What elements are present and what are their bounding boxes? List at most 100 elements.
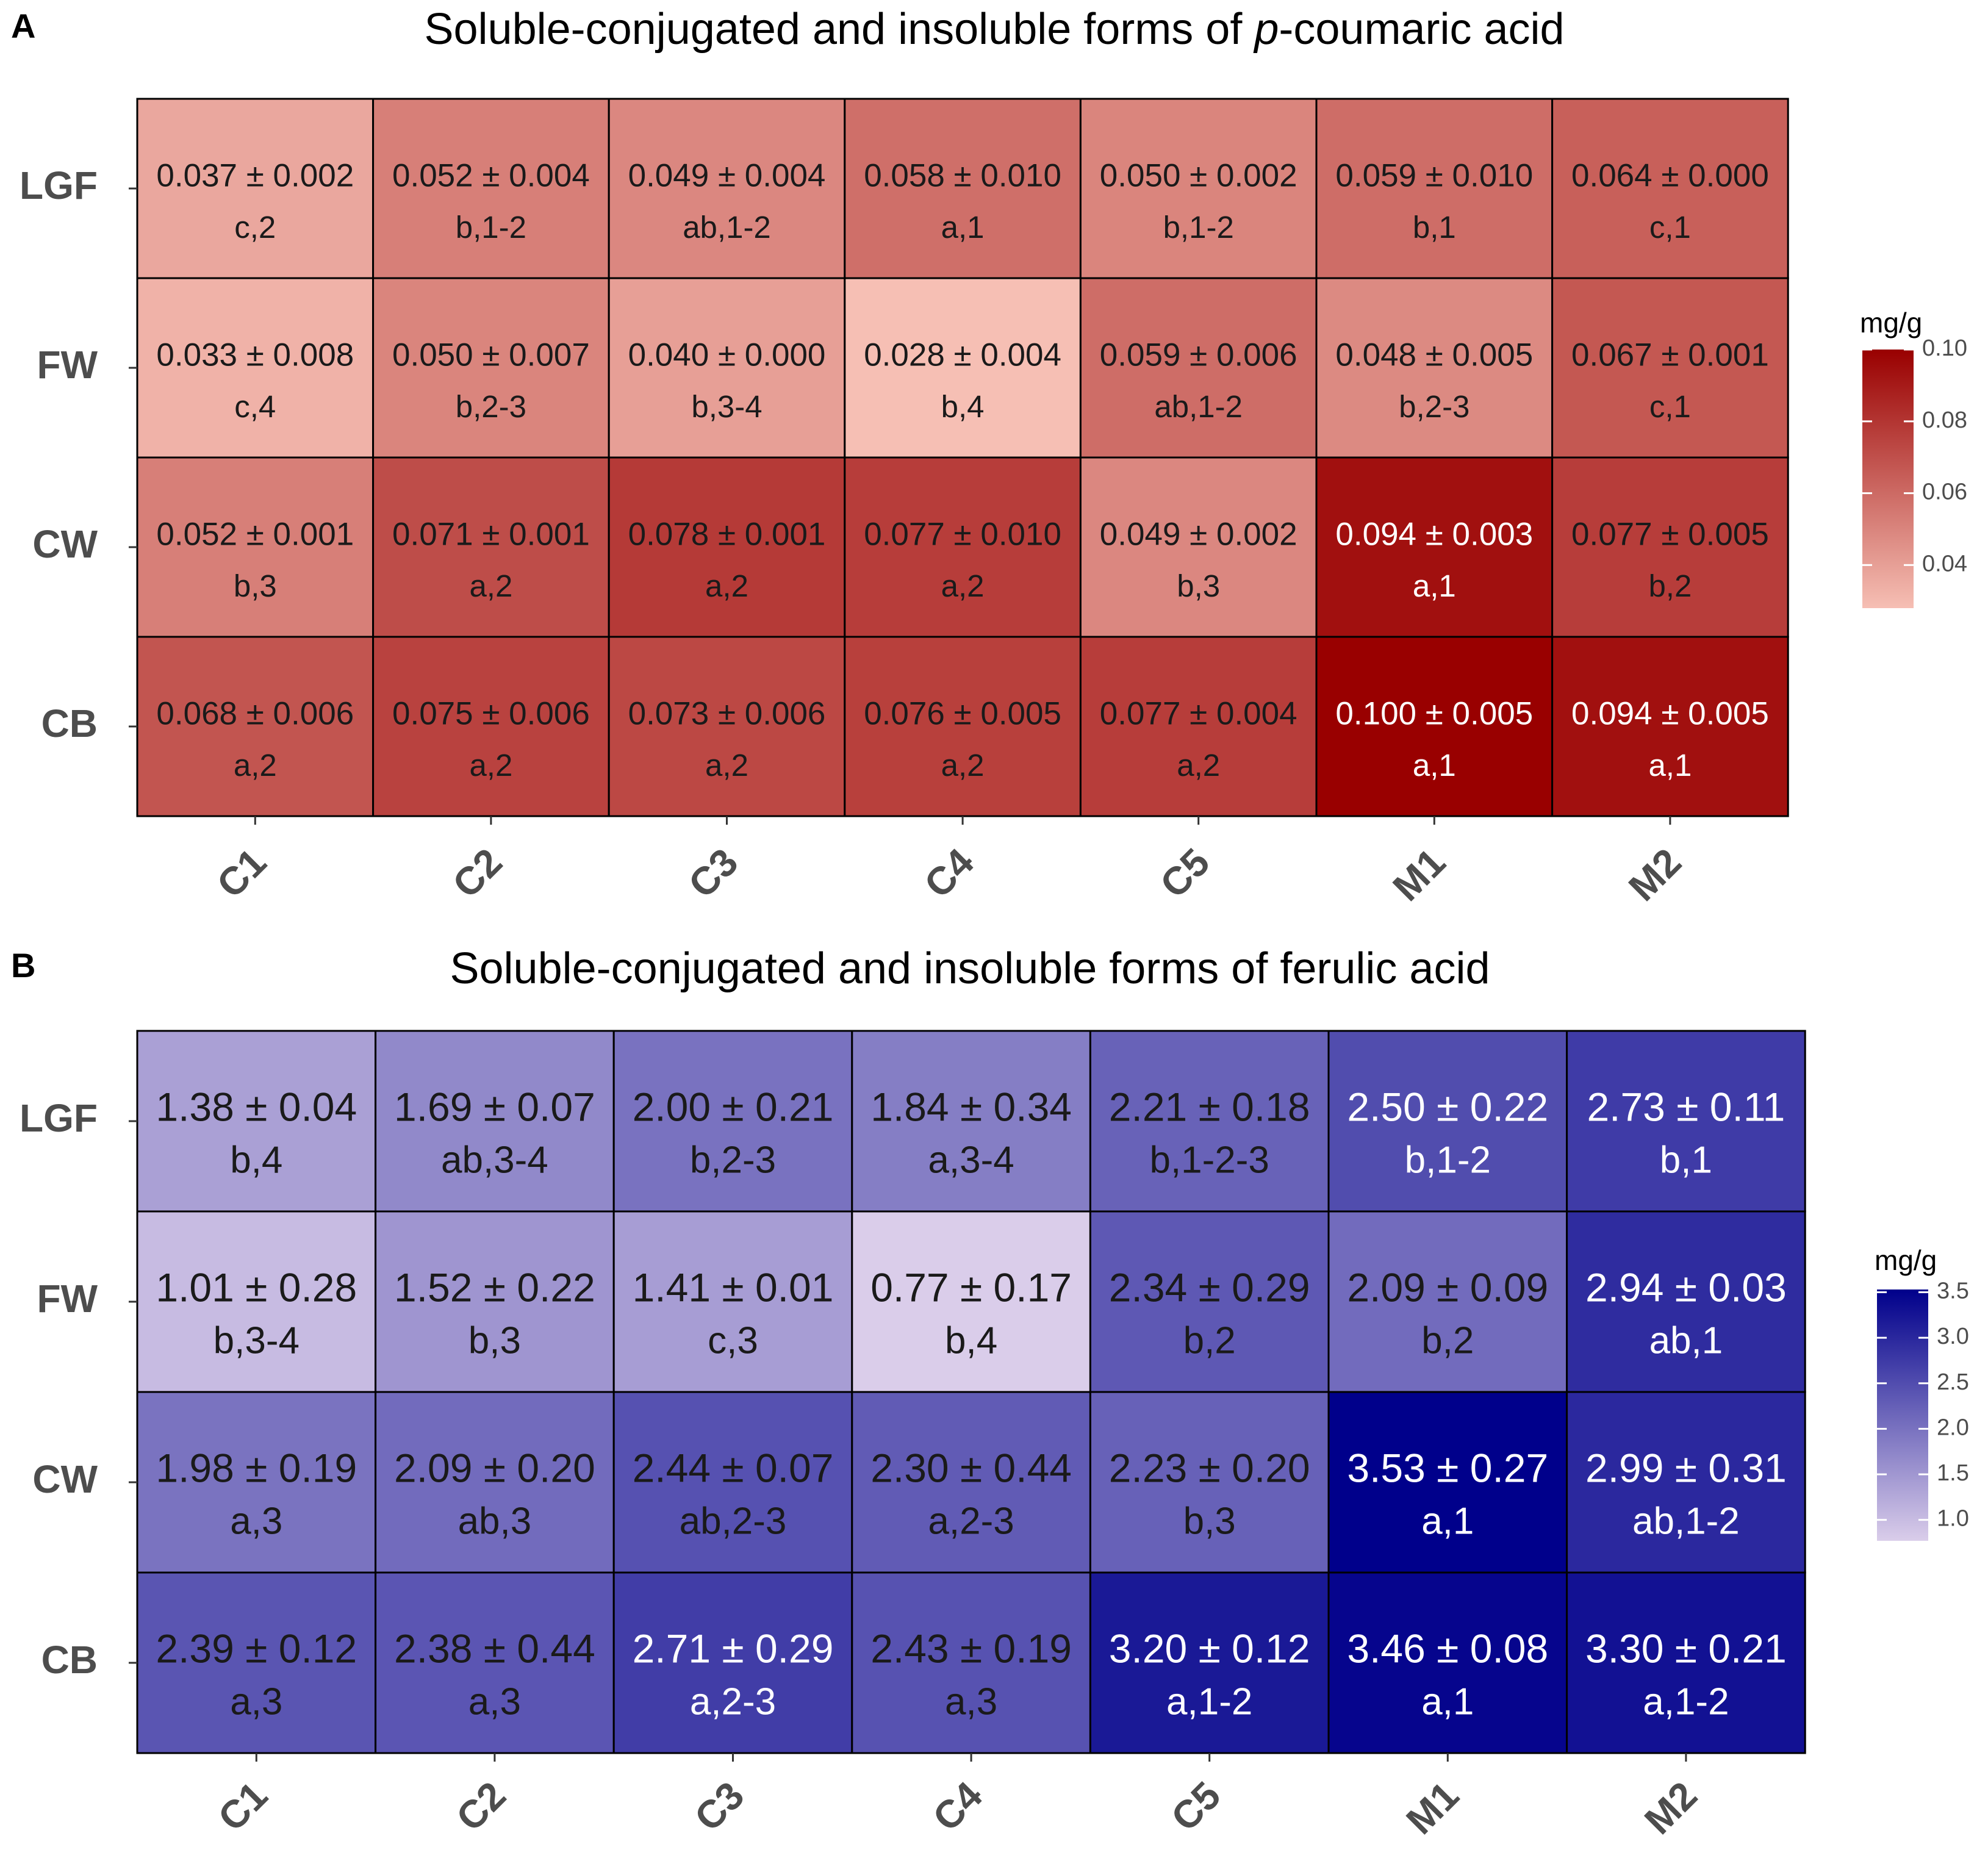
cell-group-label: a,2 [941,748,985,783]
cell-group-label: b,4 [941,389,985,424]
heatmap-cell-lgf-c1 [136,98,375,279]
cell-group-label: a,1 [1413,569,1456,603]
heatmap-cell-lgf-c5 [1079,98,1318,279]
cell-group-label: a,2 [469,748,512,783]
cell-group-label: ab,1 [1649,1319,1723,1361]
cell-group-label: c,3 [708,1319,758,1361]
heatmap-cell-fw-m2 [1566,1210,1806,1393]
cell-group-label: c,1 [1649,389,1691,424]
legend-tick-label: 1.0 [1937,1506,1969,1532]
x-axis-label-m2: M2 [1636,1773,1706,1843]
cell-value-label: 3.20 ± 0.12 [1109,1626,1310,1671]
heatmap-cell-cw-c2 [375,1391,615,1574]
cell-value-label: 0.050 ± 0.007 [392,337,590,373]
x-axis-label-m1: M1 [1398,1773,1467,1843]
heatmap-cell-cb-c2 [372,636,610,817]
heatmap-cell-cw-c4 [851,1391,1091,1574]
cell-group-label: b,1-2-3 [1149,1139,1269,1181]
legend-title: mg/g [1860,307,1922,339]
chart-title: Soluble-conjugated and insoluble forms o… [450,944,1490,993]
cell-group-label: ab,2-3 [680,1500,787,1542]
cell-group-label: a,2 [941,569,985,603]
cell-group-label: b,2-3 [456,389,526,424]
heatmap-cell-lgf-m2 [1566,1030,1806,1213]
cell-value-label: 0.049 ± 0.004 [628,157,826,193]
cell-group-label: ab,1-2 [683,210,771,245]
cell-group-label: a,3 [230,1680,282,1723]
panel-b: B Soluble-conjugated and insoluble forms … [11,944,1969,1843]
cell-value-label: 0.068 ± 0.006 [156,695,354,731]
cell-value-label: 0.077 ± 0.010 [864,516,1061,552]
cell-group-label: b,4 [230,1139,282,1181]
heatmap-cell-lgf-c3 [608,98,846,279]
legend-title: mg/g [1875,1244,1937,1276]
cell-value-label: 0.076 ± 0.005 [864,695,1061,731]
title-italic-text: p [1253,5,1279,54]
heatmap-cell-fw-m2 [1551,277,1789,459]
heatmap-cell-cw-m1 [1327,1391,1568,1574]
cell-group-label: a,1 [1413,748,1456,783]
cell-group-label: b,1 [1660,1139,1712,1181]
heatmap-cell-cw-c4 [844,456,1082,638]
cell-group-label: a,2 [1177,748,1220,783]
cell-group-label: a,1-2 [1166,1680,1252,1723]
heatmap-cell-fw-c5 [1089,1210,1330,1393]
legend-tick-label: 3.0 [1937,1324,1969,1349]
cell-value-label: 0.094 ± 0.003 [1335,516,1533,552]
cell-value-label: 3.46 ± 0.08 [1347,1626,1548,1671]
heatmap-cell-cb-c1 [136,636,375,817]
cell-value-label: 3.53 ± 0.27 [1347,1446,1548,1491]
cell-value-label: 0.059 ± 0.006 [1100,337,1297,373]
cell-value-label: 0.100 ± 0.005 [1335,695,1533,731]
legend-tick-label: 2.0 [1937,1415,1969,1440]
cell-group-label: ab,1-2 [1632,1500,1740,1542]
heatmap-cell-cb-c4 [844,636,1082,817]
cell-group-label: a,2 [234,748,277,783]
cell-group-label: a,1-2 [1643,1680,1729,1723]
heatmap-cell-cb-c2 [375,1571,615,1754]
heatmap-cell-lgf-c2 [372,98,610,279]
panel-a: A Soluble-conjugated and insoluble forms … [11,5,1967,909]
cell-value-label: 0.058 ± 0.010 [864,157,1061,193]
heatmap-cell-fw-c2 [375,1210,615,1393]
cell-value-label: 0.048 ± 0.005 [1335,337,1533,373]
panel-letter: B [11,946,35,985]
cell-value-label: 2.09 ± 0.20 [394,1446,595,1491]
heatmap-cell-lgf-c3 [612,1030,853,1213]
cell-value-label: 2.44 ± 0.07 [633,1446,834,1491]
x-axis-label-c5: C5 [1163,1773,1229,1840]
heatmap-cell-fw-c3 [612,1210,853,1393]
cell-group-label: b,2-3 [690,1139,776,1181]
cell-group-label: b,4 [945,1319,997,1361]
cell-value-label: 2.21 ± 0.18 [1109,1085,1310,1130]
cell-value-label: 1.84 ± 0.34 [870,1085,1072,1130]
cell-value-label: 2.50 ± 0.22 [1347,1085,1548,1130]
legend-tick-label: 0.06 [1922,479,1967,505]
heatmap-cell-lgf-m1 [1315,98,1554,279]
legend-tick-label: 0.10 [1922,335,1967,361]
cell-value-label: 1.52 ± 0.22 [394,1265,595,1310]
x-axis-label-c2: C2 [444,840,511,906]
cell-group-label: a,2-3 [928,1500,1014,1542]
cell-value-label: 2.09 ± 0.09 [1347,1265,1548,1310]
x-axis-label-c1: C1 [209,1773,276,1840]
cell-value-label: 0.059 ± 0.010 [1335,157,1533,193]
cell-value-label: 0.075 ± 0.006 [392,695,590,731]
heatmap-cell-cw-c2 [372,456,610,638]
legend-tick-label: 0.04 [1922,551,1967,576]
cell-value-label: 1.98 ± 0.19 [156,1446,357,1491]
heatmap-cell-cb-m1 [1315,636,1554,817]
x-axis-label-c5: C5 [1152,840,1218,906]
x-axis-label-m2: M2 [1620,840,1690,909]
cell-value-label: 0.049 ± 0.002 [1100,516,1297,552]
panel-letter: A [11,7,35,45]
heatmap-cell-cb-m2 [1551,636,1789,817]
cell-group-label: b,3 [468,1319,521,1361]
heatmap-cell-cw-c1 [136,456,375,638]
heatmap-cell-cb-m2 [1566,1571,1806,1754]
cell-value-label: 0.033 ± 0.008 [156,337,354,373]
cell-group-label: a,2-3 [690,1680,776,1723]
cell-group-label: a,1 [1421,1680,1474,1723]
cell-group-label: a,1 [941,210,985,245]
